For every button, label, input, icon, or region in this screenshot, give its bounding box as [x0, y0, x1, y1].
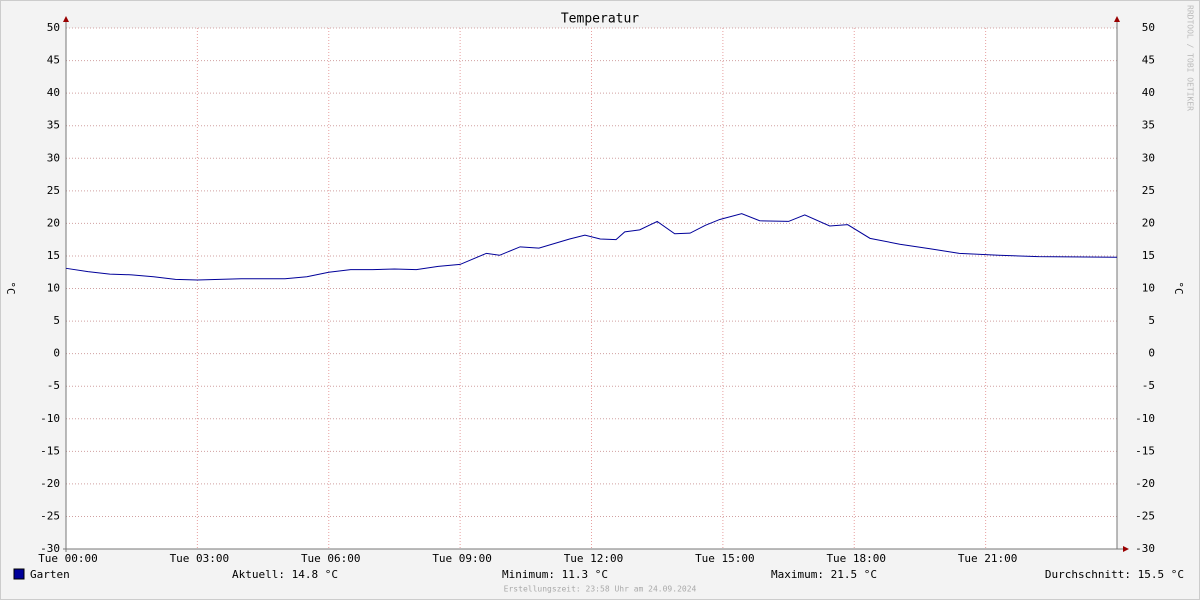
arrow: [1114, 16, 1120, 22]
x-tick-label: Tue 06:00: [301, 552, 361, 565]
y2-tick-label: -30: [1135, 542, 1155, 555]
y2-tick-label: -10: [1135, 412, 1155, 425]
y-tick-label: -30: [40, 542, 60, 555]
y2-tick-label: 0: [1148, 347, 1155, 360]
y2-tick-label: 15: [1142, 249, 1155, 262]
y2-tick-label: -25: [1135, 509, 1155, 522]
y2-tick-label: 25: [1142, 184, 1155, 197]
stat: Minimum: 11.3 °C: [502, 568, 608, 581]
stat: Maximum: 21.5 °C: [771, 568, 877, 581]
y2-tick-label: 30: [1142, 151, 1155, 164]
y2-tick-label: 20: [1142, 216, 1155, 229]
y-tick-label: 10: [47, 282, 60, 295]
arrow: [63, 16, 69, 22]
x-tick-label: Tue 00:00: [38, 552, 98, 565]
y-tick-label: 0: [53, 347, 60, 360]
arrow: [1123, 546, 1129, 552]
y-tick-label: -20: [40, 477, 60, 490]
x-tick-label: Tue 09:00: [432, 552, 492, 565]
watermark: RRDTOOL / TOBI OETIKER: [1186, 5, 1195, 111]
stat: Aktuell: 14.8 °C: [232, 568, 338, 581]
y-tick-label: 30: [47, 151, 60, 164]
y2-tick-label: 10: [1142, 282, 1155, 295]
chart-title: Temperatur: [561, 12, 639, 27]
y2-axis-label: °C: [1172, 281, 1185, 294]
y2-tick-label: 50: [1142, 21, 1155, 34]
x-tick-label: Tue 03:00: [170, 552, 230, 565]
y-tick-label: 5: [53, 314, 60, 327]
y-tick-label: -15: [40, 444, 60, 457]
y2-tick-label: 35: [1142, 119, 1155, 132]
y-tick-label: 25: [47, 184, 60, 197]
x-tick-label: Tue 21:00: [958, 552, 1018, 565]
y2-tick-label: -20: [1135, 477, 1155, 490]
y2-tick-label: 40: [1142, 86, 1155, 99]
y-tick-label: -10: [40, 412, 60, 425]
stat: Durchschnitt: 15.5 °C: [1045, 568, 1184, 581]
y2-tick-label: 5: [1148, 314, 1155, 327]
y2-tick-label: -15: [1135, 444, 1155, 457]
x-tick-label: Tue 15:00: [695, 552, 755, 565]
y-tick-label: 45: [47, 54, 60, 67]
legend-entry: Garten: [30, 568, 70, 581]
x-tick-label: Tue 12:00: [564, 552, 624, 565]
line-series: [65, 213, 1118, 281]
y-tick-label: 35: [47, 119, 60, 132]
footer: Erstellungszeit: 23:58 Uhr am 24.09.2024: [504, 585, 697, 594]
y-tick-label: 20: [47, 216, 60, 229]
y-tick-label: 50: [47, 21, 60, 34]
y2-tick-label: -5: [1142, 379, 1155, 392]
y-tick-label: 40: [47, 86, 60, 99]
y2-tick-label: 45: [1142, 54, 1155, 67]
y-tick-label: -5: [47, 379, 60, 392]
y-axis-label: °C: [4, 281, 17, 294]
x-tick-label: Tue 18:00: [826, 552, 886, 565]
y-tick-label: -25: [40, 509, 60, 522]
y-tick-label: 15: [47, 249, 60, 262]
legend-swatch: [13, 568, 25, 580]
